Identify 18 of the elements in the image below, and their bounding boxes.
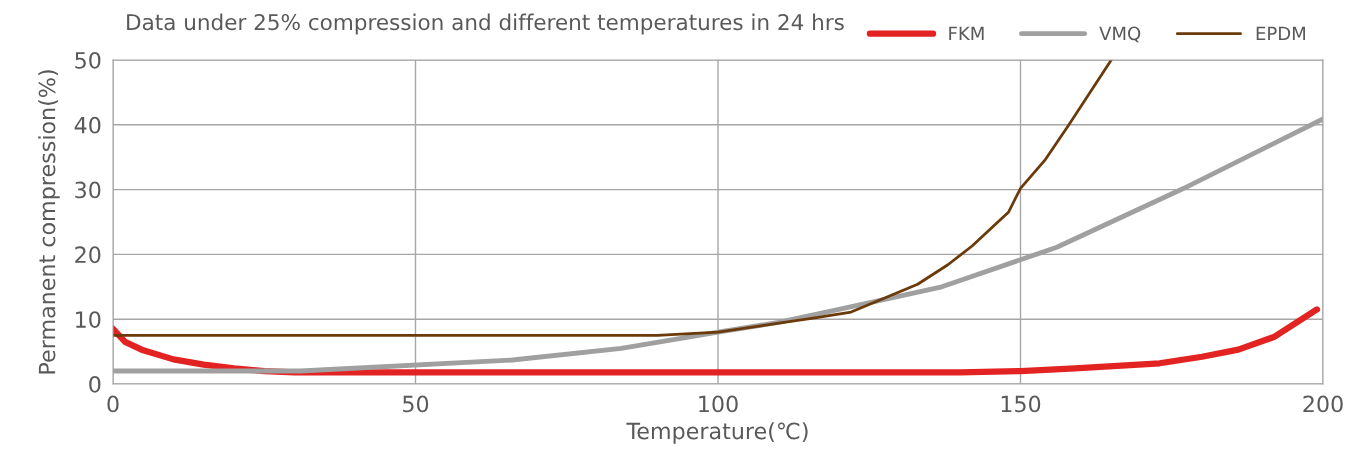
x-tick-label: 200 [1303,395,1343,413]
chart-title: Data under 25% compression and different temperatures in 24 hrs [127,13,844,35]
legend-label: EPDM [1256,26,1305,40]
x-tick-label: 100 [699,395,738,413]
y-tick-label: 40 [74,116,101,134]
y-tick-label: 20 [75,246,101,264]
y-axis-title: Permanent compression(%) [38,70,60,374]
x-axis-title: Temperature(℃) [626,422,808,444]
y-tick-label: 30 [75,181,101,199]
y-tick-label: 50 [75,51,101,69]
line-series [113,60,1113,337]
legend-label: VMQ [1099,26,1141,43]
x-tick-label: 50 [403,395,429,413]
y-tick-label: 0 [89,375,101,393]
x-tick-label: 0 [107,395,119,413]
legend-label: FKM [949,26,984,40]
y-tick-label: 10 [76,311,101,328]
x-tick-label: 150 [1001,395,1041,413]
